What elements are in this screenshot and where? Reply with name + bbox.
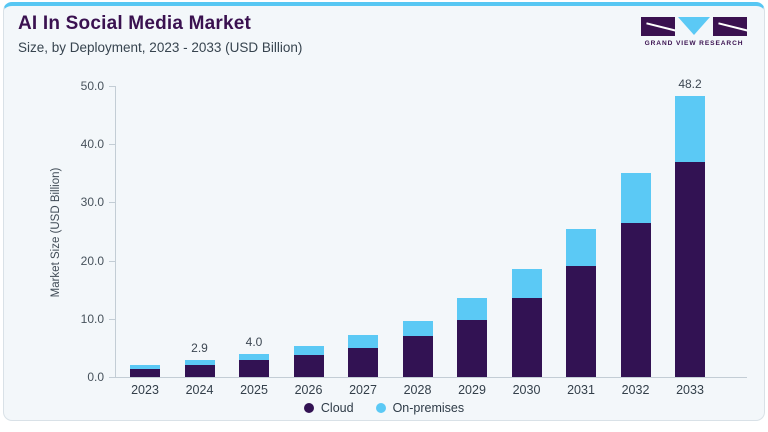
bar-on-premises-2027: [348, 335, 378, 348]
y-tick-label: 30.0: [80, 195, 104, 210]
x-tick-label-2027: 2027: [349, 383, 377, 397]
bar-value-label-2024: 2.9: [191, 341, 208, 356]
bar-cloud-2030: [511, 297, 542, 377]
y-tick-mark: [109, 86, 116, 87]
page-title: AI In Social Media Market: [18, 13, 252, 34]
bar-on-premises-2030: [511, 269, 542, 298]
chart-legend: Cloud On-premises: [0, 401, 768, 415]
y-tick-mark: [109, 144, 116, 146]
bar-cloud-2028: [402, 336, 433, 377]
logo-right-flag-icon: [713, 17, 747, 36]
bar-cloud-2026: [293, 355, 324, 377]
y-axis-title: Market Size (USD Billion): [50, 167, 62, 298]
x-tick-label-2030: 2030: [512, 383, 541, 397]
x-axis-line: [115, 377, 747, 378]
legend-label: Cloud: [320, 401, 354, 415]
y-tick-mark: [109, 318, 116, 320]
bar-on-premises-2029: [457, 298, 487, 320]
x-tick-label-2025: 2025: [240, 383, 268, 397]
bar-cloud-2029: [457, 319, 487, 377]
x-tick-label-2031: 2031: [567, 383, 595, 397]
grand-view-research-logo: GRAND VIEW RESEARCH: [641, 16, 747, 50]
bar-on-premises-2032: [620, 173, 651, 223]
bar-cloud-2024: [184, 365, 215, 377]
bar-on-premises-2028: [402, 320, 433, 337]
bar-on-premises-2023: [130, 364, 160, 369]
y-tick-mark: [109, 377, 116, 378]
logo-caption: GRAND VIEW RESEARCH: [644, 40, 744, 47]
bar-cloud-2031: [566, 266, 596, 377]
logo-triangle-icon: [678, 17, 710, 35]
legend-item-cloud: Cloud: [303, 401, 354, 415]
bar-cloud-2025: [239, 360, 269, 377]
bar-on-premises-2025: [239, 353, 269, 361]
page-subtitle: Size, by Deployment, 2023 - 2033 (USD Bi…: [18, 40, 303, 55]
y-tick-mark: [109, 260, 116, 262]
bar-cloud-2032: [620, 222, 651, 377]
x-tick-label-2024: 2024: [185, 383, 214, 397]
y-tick-label: 40.0: [80, 137, 104, 152]
bar-value-label-2025: 4.0: [245, 334, 263, 349]
legend-dot-icon: [375, 403, 386, 413]
bar-cloud-2033: [675, 161, 705, 377]
y-tick-label: 0.0: [87, 370, 104, 384]
bar-on-premises-2026: [293, 346, 324, 356]
y-axis-line: [115, 86, 116, 377]
bar-value-label-2033: 48.2: [678, 77, 702, 92]
y-tick-label: 50.0: [80, 79, 104, 93]
logo-left-flag-icon: [641, 17, 675, 36]
bar-cloud-2027: [348, 347, 378, 377]
legend-item-on-premises: On-premises: [375, 401, 465, 415]
y-tick-label: 20.0: [80, 253, 104, 268]
y-tick-mark: [109, 202, 116, 204]
x-tick-label-2029: 2029: [458, 383, 486, 397]
x-tick-label-2026: 2026: [294, 383, 323, 397]
x-tick-label-2023: 2023: [131, 383, 159, 397]
bar-cloud-2023: [130, 368, 160, 377]
x-tick-label-2032: 2032: [621, 383, 650, 397]
legend-label: On-premises: [392, 401, 465, 415]
y-tick-label: 10.0: [80, 311, 104, 326]
bar-on-premises-2024: [184, 360, 215, 366]
legend-dot-icon: [303, 403, 314, 413]
x-tick-label-2033: 2033: [676, 383, 704, 397]
bar-on-premises-2031: [566, 228, 596, 267]
bar-on-premises-2033: [675, 96, 705, 162]
x-tick-label-2028: 2028: [403, 383, 432, 397]
